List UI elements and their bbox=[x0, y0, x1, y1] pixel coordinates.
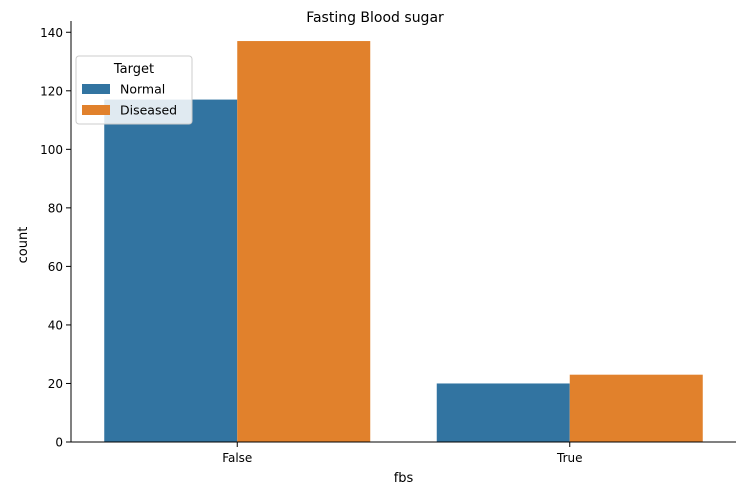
y-tick-label: 100 bbox=[40, 143, 63, 157]
legend-swatch-diseased bbox=[82, 105, 110, 115]
x-axis-label: fbs bbox=[394, 471, 414, 486]
legend-entries: Normal Diseased bbox=[82, 82, 177, 118]
bar-normal-true bbox=[436, 383, 570, 442]
y-tick-label: 60 bbox=[48, 260, 63, 274]
y-axis: 0 20 40 60 80 100 120 140 bbox=[40, 26, 71, 450]
y-tick-label: 20 bbox=[48, 377, 63, 391]
x-tick-label: False bbox=[222, 451, 252, 465]
x-tick-label: True bbox=[556, 451, 583, 465]
y-tick-label: 40 bbox=[48, 318, 63, 332]
bar-diseased-true bbox=[569, 374, 703, 442]
bar-diseased-false bbox=[237, 41, 371, 443]
y-tick-label: 80 bbox=[48, 201, 63, 215]
legend-label-normal: Normal bbox=[120, 82, 165, 97]
x-axis: False True bbox=[222, 442, 583, 465]
y-tick-label: 140 bbox=[40, 26, 63, 40]
legend-title: Target bbox=[113, 62, 154, 77]
chart-title: Fasting Blood sugar bbox=[306, 10, 444, 26]
y-tick-label: 0 bbox=[55, 436, 63, 450]
y-axis-label: count bbox=[16, 227, 31, 264]
legend-label-diseased: Diseased bbox=[120, 103, 177, 118]
bars-layer bbox=[104, 41, 703, 443]
legend-swatch-normal bbox=[82, 84, 110, 94]
bar-normal-false bbox=[104, 99, 238, 442]
y-tick-label: 120 bbox=[40, 84, 63, 98]
legend: Target Normal Diseased bbox=[75, 55, 193, 125]
